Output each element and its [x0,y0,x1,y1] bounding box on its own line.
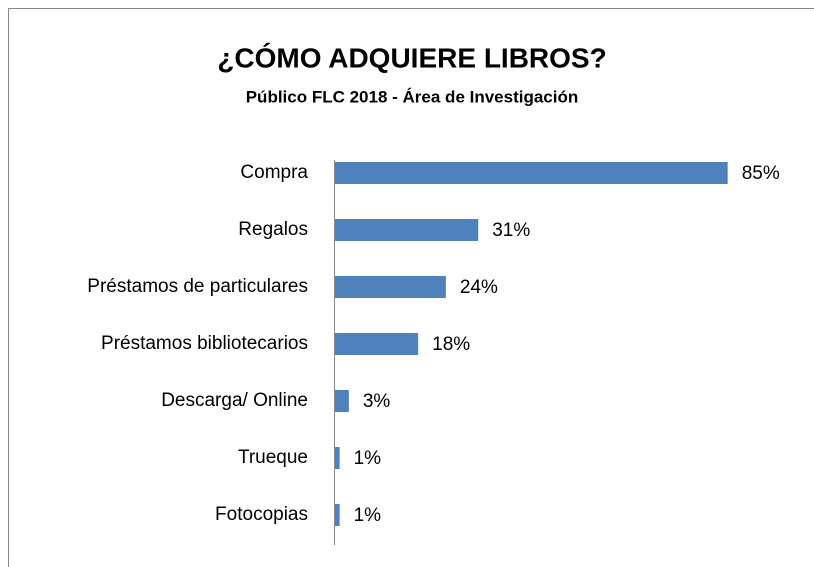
value-label: 24% [460,277,498,298]
bar [335,276,446,298]
bar [335,447,340,469]
value-label: 18% [432,334,470,355]
bar [335,219,479,241]
bar [335,333,419,355]
bar [335,504,340,526]
category-label: Préstamos de particulares [87,276,308,297]
chart-subtitle: Público FLC 2018 - Área de Investigación [246,87,579,106]
chart-title: ¿CÓMO ADQUIERE LIBROS? [217,42,606,73]
category-label: Regalos [238,219,308,240]
category-label: Compra [240,162,308,183]
category-label: Fotocopias [215,504,308,525]
value-label: 1% [354,448,382,469]
category-label: Préstamos bibliotecarios [101,333,308,354]
value-label: 1% [354,505,382,526]
category-label: Descarga/ Online [161,390,308,411]
bar [335,162,728,184]
value-label: 3% [363,391,391,412]
value-label: 85% [742,163,780,184]
category-label: Trueque [238,447,308,468]
bar [335,390,349,412]
value-label: 31% [492,220,530,241]
